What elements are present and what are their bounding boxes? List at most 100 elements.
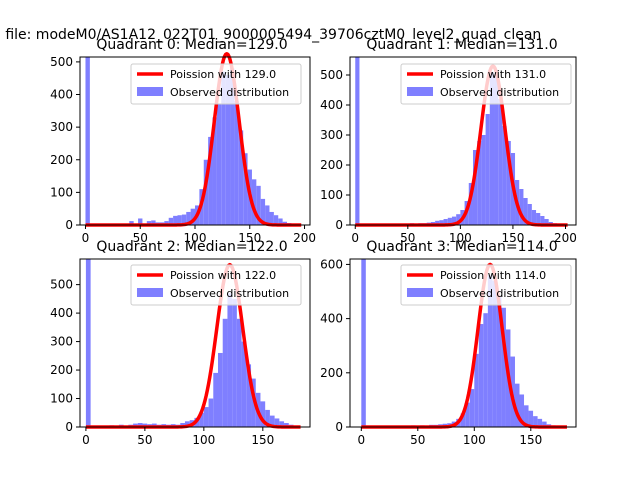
hist-bar (542, 421, 547, 427)
hist-bar (544, 219, 549, 225)
y-tick-label: 100 (320, 188, 343, 202)
legend: Poission with 131.0 Observed distributio… (400, 63, 572, 105)
hist-bar (489, 72, 494, 225)
subplot-quadrant-3: Quadrant 3: Median=114.0 0 50 100 150 0 200 4… (320, 239, 577, 447)
y-tick-layer: 0 100 200 300 400 500 (50, 278, 80, 434)
y-tick-label: 500 (320, 68, 343, 82)
legend-box (400, 264, 572, 306)
hist-bar (265, 409, 270, 427)
hist-bar (481, 135, 486, 225)
y-tick-label: 100 (50, 392, 73, 406)
hist-bar (492, 280, 497, 427)
hist-bar (435, 220, 440, 225)
hist-bar (138, 218, 143, 225)
hist-bar (469, 389, 475, 427)
x-tick-label: 200 (293, 231, 316, 245)
subplot-title: Quadrant 0: Median=129.0 (96, 37, 287, 53)
hist-bar (460, 413, 466, 427)
legend-bar-swatch (137, 87, 163, 96)
subplot-title: Quadrant 3: Median=114.0 (366, 239, 557, 255)
hist-bar (465, 402, 470, 427)
y-tick-label: 400 (320, 98, 343, 112)
hist-bar (164, 221, 169, 225)
hist-bar (203, 159, 209, 225)
hist-bar (506, 141, 511, 225)
hist-bar (186, 211, 191, 225)
y-tick-label: 300 (50, 335, 73, 349)
x-tick-label: 50 (133, 231, 148, 245)
hist-bar (477, 141, 482, 225)
hist-bar (528, 410, 534, 427)
x-tick-label: 50 (400, 231, 415, 245)
hist-bar (265, 205, 270, 225)
hist-bar (212, 117, 217, 225)
legend: Poission with 122.0 Observed distributio… (130, 264, 302, 306)
subplot-quadrant-1: Quadrant 1: Median=131.0 0 50 100 150 200 0 1… (320, 37, 577, 245)
hist-bar (208, 398, 214, 427)
hist-bar (221, 71, 226, 226)
x-tick-label: 100 (449, 231, 472, 245)
x-tick-label: 0 (357, 433, 365, 447)
y-tick-label: 200 (320, 158, 343, 172)
hist-bar (496, 296, 502, 427)
hist-bar (184, 421, 190, 427)
y-tick-label: 0 (65, 218, 73, 232)
subplot-title: Quadrant 2: Median=122.0 (96, 239, 287, 255)
axes-frame (349, 258, 577, 428)
y-tick-label: 400 (50, 88, 73, 102)
subplot-title: Quadrant 1: Median=131.0 (366, 37, 557, 53)
data-layer (79, 51, 311, 227)
legend-label-poisson: Poission with 129.0 (170, 68, 276, 81)
hist-bar (523, 198, 528, 225)
hist-bar (181, 214, 187, 225)
hist-bar (241, 341, 247, 427)
hist-bar (151, 220, 156, 225)
x-tick-label: 0 (82, 433, 90, 447)
hist-bar (232, 298, 237, 427)
hist-bar (238, 130, 244, 225)
hist-bar (527, 204, 532, 225)
hist-bar (451, 216, 457, 225)
legend-label-poisson: Poission with 114.0 (440, 269, 546, 282)
hist-bar (487, 275, 493, 427)
subplot-quadrant-2: Quadrant 2: Median=122.0 0 50 100 150 0 100 2… (50, 239, 311, 447)
hist-bar (519, 189, 524, 225)
hist-bar (531, 210, 537, 225)
x-tick-label: 50 (410, 433, 425, 447)
hist-bar (468, 183, 473, 225)
hist-bar (85, 259, 91, 427)
hist-bar (278, 218, 283, 225)
hist-bar (208, 136, 213, 225)
hist-bar (260, 198, 266, 225)
legend-bar-swatch (407, 288, 433, 297)
hist-bar (439, 220, 444, 225)
hist-bar (361, 259, 366, 427)
y-tick-label: 0 (335, 218, 343, 232)
x-tick-label: 0 (351, 231, 359, 245)
hist-bar (243, 153, 248, 225)
y-tick-label: 0 (65, 420, 73, 434)
hist-bar (251, 179, 257, 225)
hist-bar (256, 185, 261, 225)
hist-bar (173, 215, 178, 225)
hist-bar (498, 99, 503, 225)
y-tick-label: 200 (50, 153, 73, 167)
hist-bar (274, 418, 280, 427)
legend-bar-swatch (407, 87, 433, 96)
hist-bar (502, 126, 507, 225)
hist-bar (168, 217, 174, 225)
hist-bar (533, 416, 538, 427)
figure-suptitle: n file: modeM0/AS1A12_022T01_9000005494_… (0, 27, 541, 43)
y-tick-label: 400 (50, 306, 73, 320)
y-tick-label: 600 (320, 257, 343, 271)
hist-bar (524, 405, 529, 427)
x-tick-label: 50 (137, 433, 152, 447)
hist-bar (213, 372, 218, 427)
hist-bar (447, 217, 452, 225)
x-tick-label: 0 (82, 231, 90, 245)
x-tick-layer: 0 50 100 150 (82, 427, 274, 447)
hist-bar (483, 313, 488, 427)
y-tick-layer: 0 100 200 300 400 500 (320, 68, 350, 232)
hist-bar (443, 219, 448, 225)
data-layer (79, 258, 311, 429)
